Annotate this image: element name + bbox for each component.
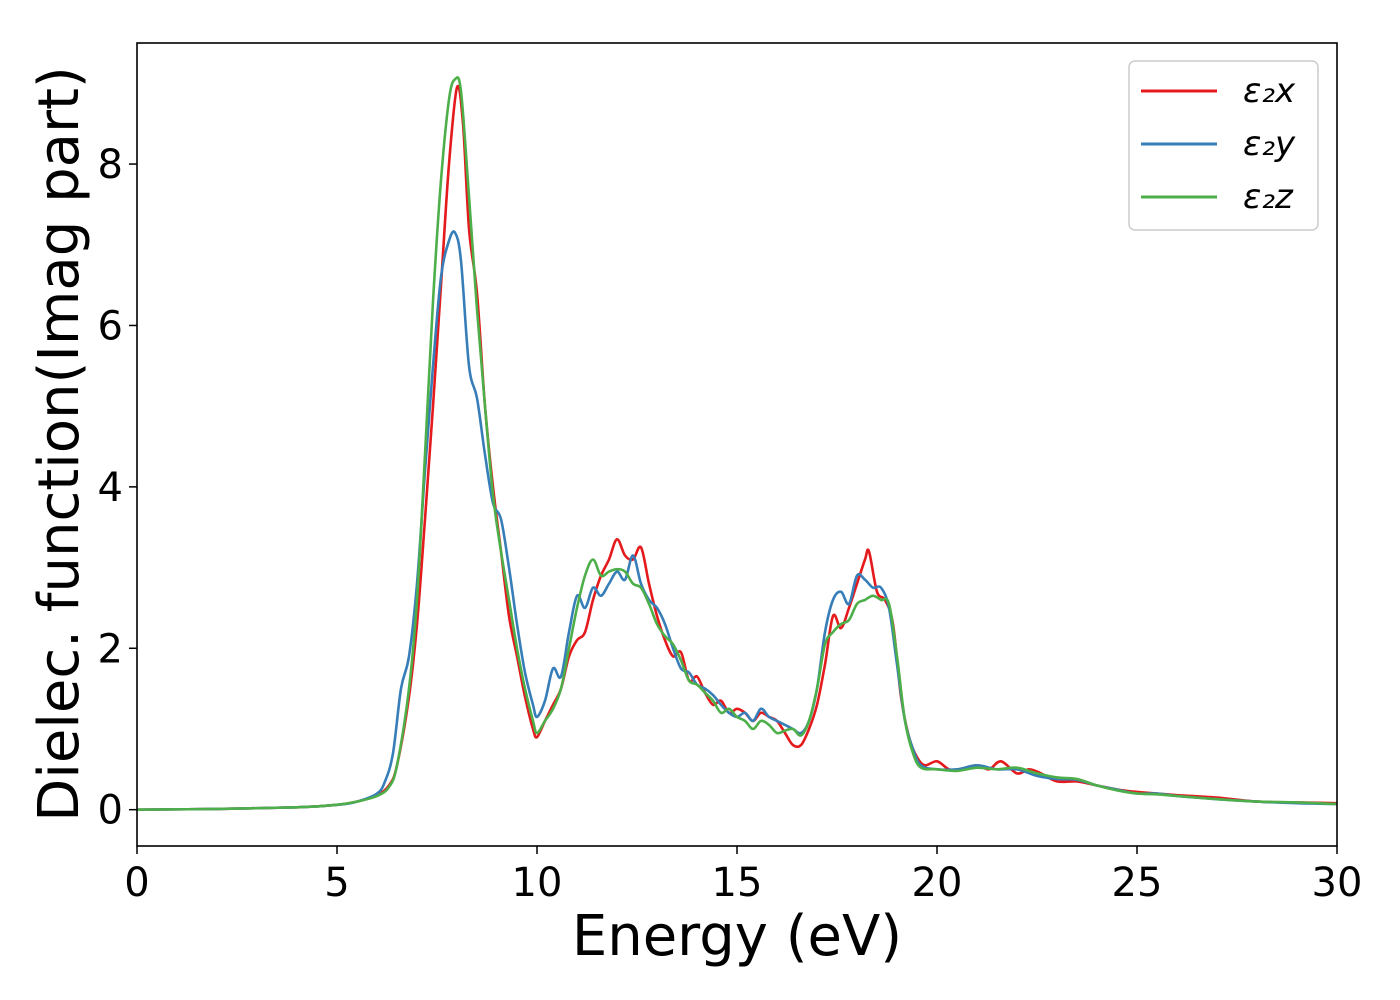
x-tick-label: 20 <box>912 860 963 906</box>
y-tick-label: 2 <box>98 626 123 672</box>
x-tick-label: 10 <box>512 860 563 906</box>
x-tick-label: 15 <box>712 860 763 906</box>
y-axis-ticks: 0 2 4 6 8 <box>98 142 137 834</box>
x-tick-label: 0 <box>124 860 149 906</box>
legend: ε₂x ε₂y ε₂z <box>1128 60 1319 231</box>
legend-label-x: ε₂x <box>1243 71 1296 111</box>
y-tick-label: 4 <box>98 465 123 511</box>
x-axis-title: Energy (eV) <box>572 904 902 969</box>
legend-frame <box>1128 60 1319 231</box>
series-layer <box>136 76 1338 811</box>
series-line-z <box>136 76 1338 811</box>
legend-label-z: ε₂z <box>1243 177 1294 217</box>
x-tick-label: 25 <box>1112 860 1163 906</box>
legend-label-y: ε₂y <box>1243 124 1296 164</box>
x-tick-label: 30 <box>1312 860 1363 906</box>
y-tick-label: 0 <box>98 788 123 834</box>
plot-frame <box>136 42 1338 847</box>
y-tick-label: 8 <box>98 142 123 188</box>
y-axis-title: Dielec. function(Imag part) <box>27 66 92 822</box>
x-tick-label: 5 <box>324 860 349 906</box>
x-axis-ticks: 0 5 10 15 20 25 30 <box>124 846 1362 906</box>
y-tick-label: 6 <box>98 303 123 349</box>
